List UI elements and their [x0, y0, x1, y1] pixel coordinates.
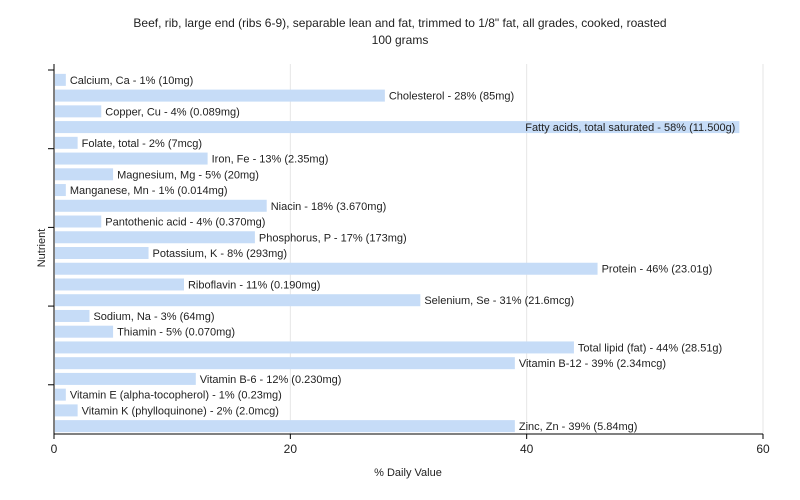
bar — [55, 404, 78, 417]
x-tick-label: 40 — [520, 442, 534, 456]
bar-label: Vitamin K (phylloquinone) - 2% (2.0mcg) — [82, 405, 279, 417]
bar — [55, 388, 66, 401]
bar — [55, 184, 66, 197]
bar — [55, 73, 66, 86]
bar-label: Calcium, Ca - 1% (10mg) — [70, 75, 193, 87]
bar — [55, 325, 114, 338]
bar — [55, 309, 90, 322]
bar-label: Zinc, Zn - 39% (5.84mg) — [519, 421, 638, 433]
x-axis-label: % Daily Value — [374, 467, 442, 479]
bar-label: Cholesterol - 28% (85mg) — [389, 91, 514, 103]
bar-label: Protein - 46% (23.01g) — [602, 264, 713, 276]
bar-label: Folate, total - 2% (7mcg) — [82, 138, 202, 150]
bar — [55, 152, 208, 165]
bar-label: Fatty acids, total saturated - 58% (11.5… — [525, 122, 735, 134]
bar-label: Sodium, Na - 3% (64mg) — [93, 311, 214, 323]
bar-label: Vitamin B-12 - 39% (2.34mcg) — [519, 358, 666, 370]
bar — [55, 168, 114, 181]
bar-label: Pantothenic acid - 4% (0.370mg) — [105, 217, 265, 229]
bar-label: Thiamin - 5% (0.070mg) — [117, 327, 235, 339]
x-tick-label: 20 — [284, 442, 298, 456]
grid-lines — [289, 64, 764, 434]
bar — [55, 231, 255, 244]
axes-group: 0 20 40 60 — [48, 64, 770, 456]
chart-title: Beef, rib, large end (ribs 6-9), separab… — [133, 16, 667, 30]
bar — [55, 247, 149, 259]
bar — [55, 105, 102, 118]
bar — [55, 372, 196, 385]
bar — [55, 121, 740, 134]
bar — [55, 341, 574, 354]
bar — [55, 420, 515, 433]
bar-label: Manganese, Mn - 1% (0.014mg) — [70, 185, 228, 197]
bar-label: Magnesium, Mg - 5% (20mg) — [117, 169, 259, 181]
bar-label: Phosphorus, P - 17% (173mg) — [259, 232, 407, 244]
bar — [55, 294, 421, 307]
bar-label: Selenium, Se - 31% (21.6mcg) — [424, 295, 574, 307]
bar-label: Total lipid (fat) - 44% (28.51g) — [578, 342, 722, 354]
bar — [55, 357, 515, 370]
bar-label: Potassium, K - 8% (293mg) — [153, 248, 287, 260]
chart-subtitle: 100 grams — [371, 33, 429, 47]
bar-label: Riboflavin - 11% (0.190mg) — [188, 279, 320, 291]
bar-label: Copper, Cu - 4% (0.089mg) — [105, 106, 240, 118]
bar — [55, 136, 78, 149]
x-tick-label: 60 — [756, 442, 770, 456]
bar — [55, 278, 184, 291]
y-axis-label: Nutrient — [36, 229, 48, 268]
bar-label: Vitamin E (alpha-tocopherol) - 1% (0.23m… — [70, 390, 282, 402]
bar-label: Iron, Fe - 13% (2.35mg) — [212, 154, 329, 166]
bar — [55, 262, 598, 275]
bar-label: Vitamin B-6 - 12% (0.230mg) — [200, 374, 342, 386]
x-tick-label: 0 — [51, 442, 58, 456]
bar — [55, 215, 102, 228]
bar — [55, 89, 385, 102]
bars-group: Calcium, Ca - 1% (10mg) Cholesterol - 28%… — [55, 73, 740, 433]
bar-label: Niacin - 18% (3.670mg) — [271, 201, 387, 213]
bar — [55, 199, 267, 212]
